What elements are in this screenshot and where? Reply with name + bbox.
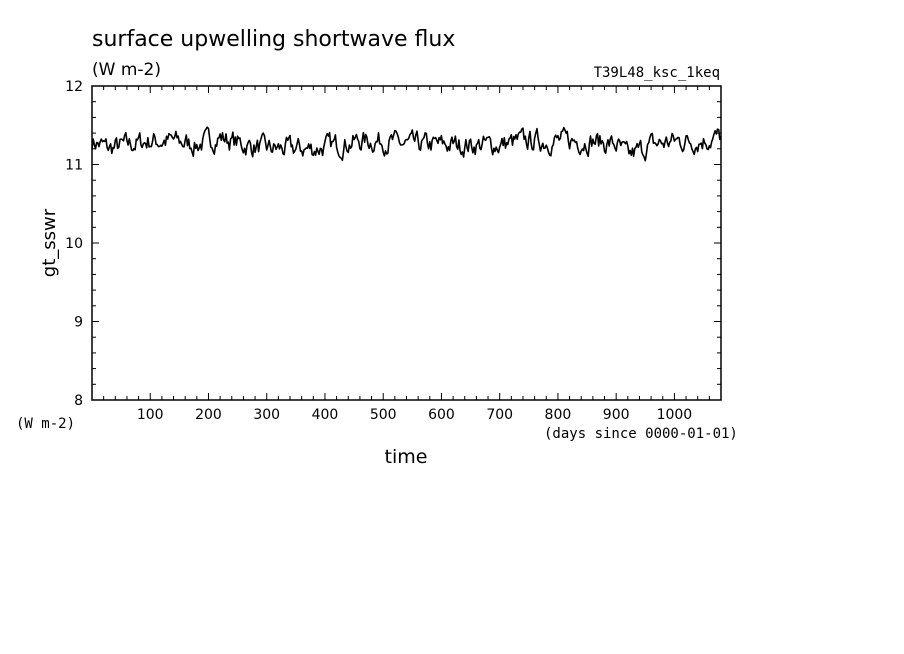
y-tick-label: 10 [65, 236, 83, 252]
y-tick-label: 8 [74, 393, 83, 409]
x-tick-label: 800 [545, 407, 572, 423]
plot-frame [91, 85, 722, 401]
x-tick-label: 1000 [657, 407, 693, 423]
x-tick-label: 900 [603, 407, 630, 423]
axis-ticks [92, 86, 721, 400]
chart-units: (W m-2) [92, 60, 161, 80]
y-axis-label: gt_sswr [39, 208, 60, 277]
x-tick-label: 300 [253, 407, 280, 423]
x-tick-label: 400 [312, 407, 339, 423]
y-units-label: (W m-2) [16, 416, 75, 432]
y-tick-label: 9 [74, 315, 83, 331]
series-line [91, 126, 722, 162]
x-tick-label: 200 [195, 407, 222, 423]
y-tick-label: 12 [65, 79, 83, 95]
x-units-label: (days since 0000-01-01) [544, 426, 738, 442]
run-label: T39L48_ksc_1keq [594, 65, 720, 81]
x-tick-label: 600 [428, 407, 455, 423]
x-tick-label: 700 [486, 407, 513, 423]
chart-title: surface upwelling shortwave flux [92, 27, 455, 52]
x-tick-labels: 100 200 300 400 500 600 700 800 900 1000 [137, 407, 692, 423]
x-tick-label: 500 [370, 407, 397, 423]
x-tick-label: 100 [137, 407, 164, 423]
x-axis-label: time [385, 446, 428, 468]
y-tick-label: 11 [65, 158, 83, 174]
y-tick-labels: 8 9 10 11 12 [65, 79, 83, 409]
